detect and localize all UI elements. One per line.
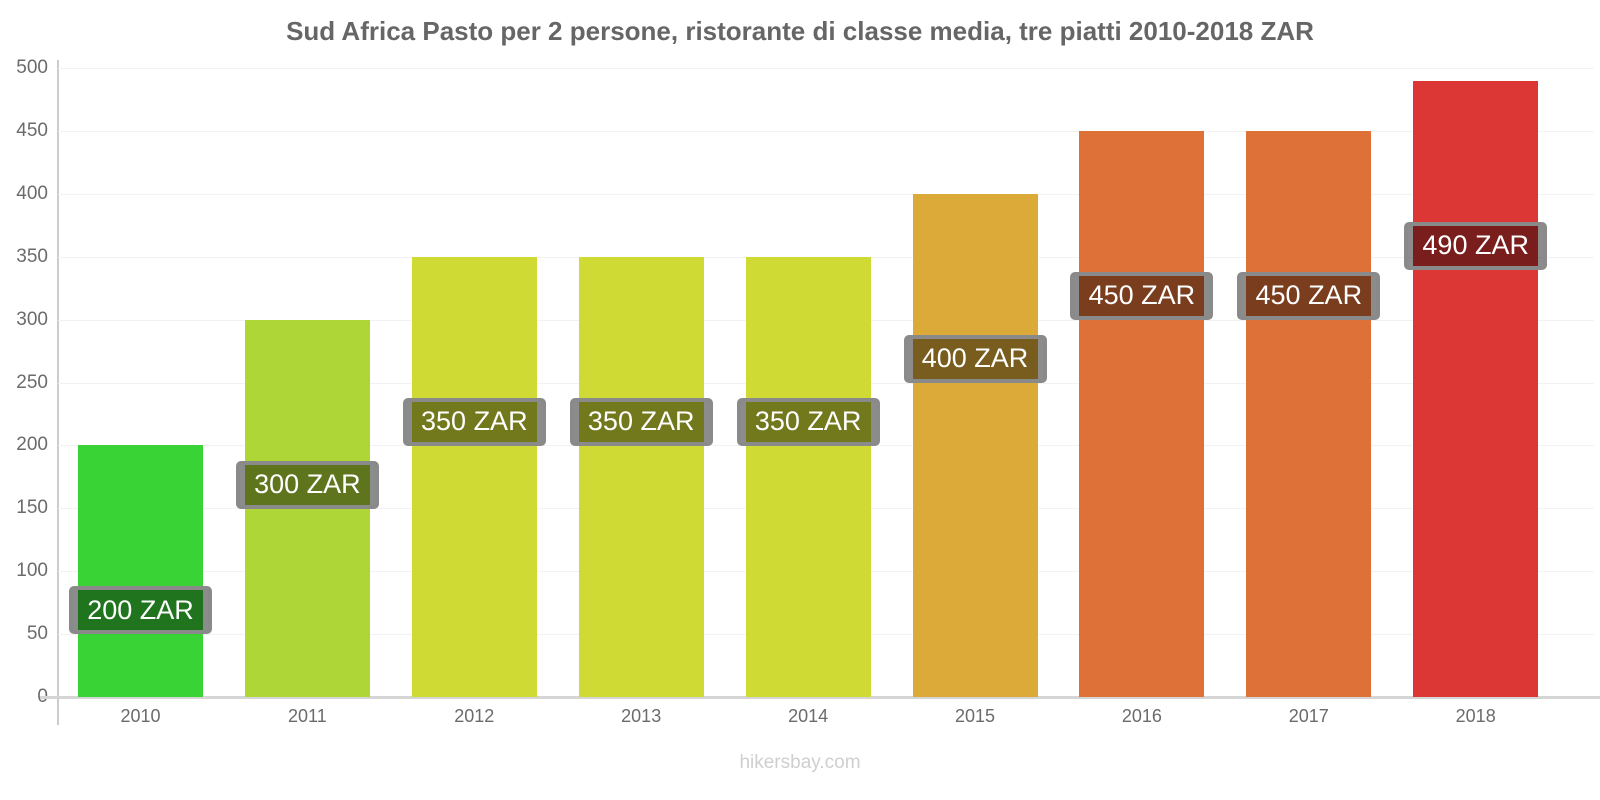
footer-source: hikersbay.com [739,752,861,773]
y-axis-tick-label: 500 [16,57,48,78]
bar-value-label: 350 ZAR [569,397,713,446]
gridline [58,193,1594,195]
x-axis-tick-label: 2011 [288,706,327,726]
x-axis-tick-label: 2010 [120,706,161,726]
x-axis-tick-label: 2017 [1288,706,1329,726]
y-axis-tick-label: 150 [16,497,48,519]
x-axis-line [40,696,1600,699]
bar[interactable] [578,256,704,697]
bar[interactable] [1079,130,1205,697]
bar-value-label: 200 ZAR [69,586,212,635]
bar[interactable] [912,193,1038,697]
bar[interactable] [78,445,203,697]
x-axis-tick-label: 2018 [1455,706,1496,726]
y-axis-tick-label: 300 [16,308,48,330]
bar-value-label: 450 ZAR [1237,271,1381,320]
bar-value-label: 490 ZAR [1404,221,1548,270]
gridline [58,68,1594,69]
y-axis-tick-label: 50 [26,623,48,645]
bar-value-label: 400 ZAR [903,334,1047,383]
bar[interactable] [745,256,871,697]
y-axis-stub [57,697,59,725]
y-axis-tick-label: 450 [16,119,48,141]
y-axis-tick-label: 100 [16,560,48,582]
chart-title: Sud Africa Pasto per 2 persone, ristoran… [286,16,1314,46]
y-axis-tick-label: 400 [16,182,48,204]
x-axis-tick-label: 2013 [621,706,662,726]
x-axis-tick-label: 2016 [1121,706,1162,726]
bar-value-label: 350 ZAR [402,397,546,446]
y-axis-tick-label: 200 [16,434,48,456]
bar-value-label: 450 ZAR [1070,271,1214,320]
bar-value-label: 350 ZAR [736,397,880,446]
bar[interactable] [1246,130,1372,697]
y-axis-tick-label: 250 [16,371,48,393]
x-axis-tick-label: 2015 [954,706,996,726]
bar[interactable] [1413,80,1539,697]
bar-value-label: 300 ZAR [235,460,379,509]
x-axis-tick-label: 2012 [454,706,495,726]
x-axis-tick-label: 2014 [788,706,829,726]
y-axis-tick-label: 350 [16,245,48,267]
gridline [58,130,1594,132]
bar[interactable] [411,256,537,697]
